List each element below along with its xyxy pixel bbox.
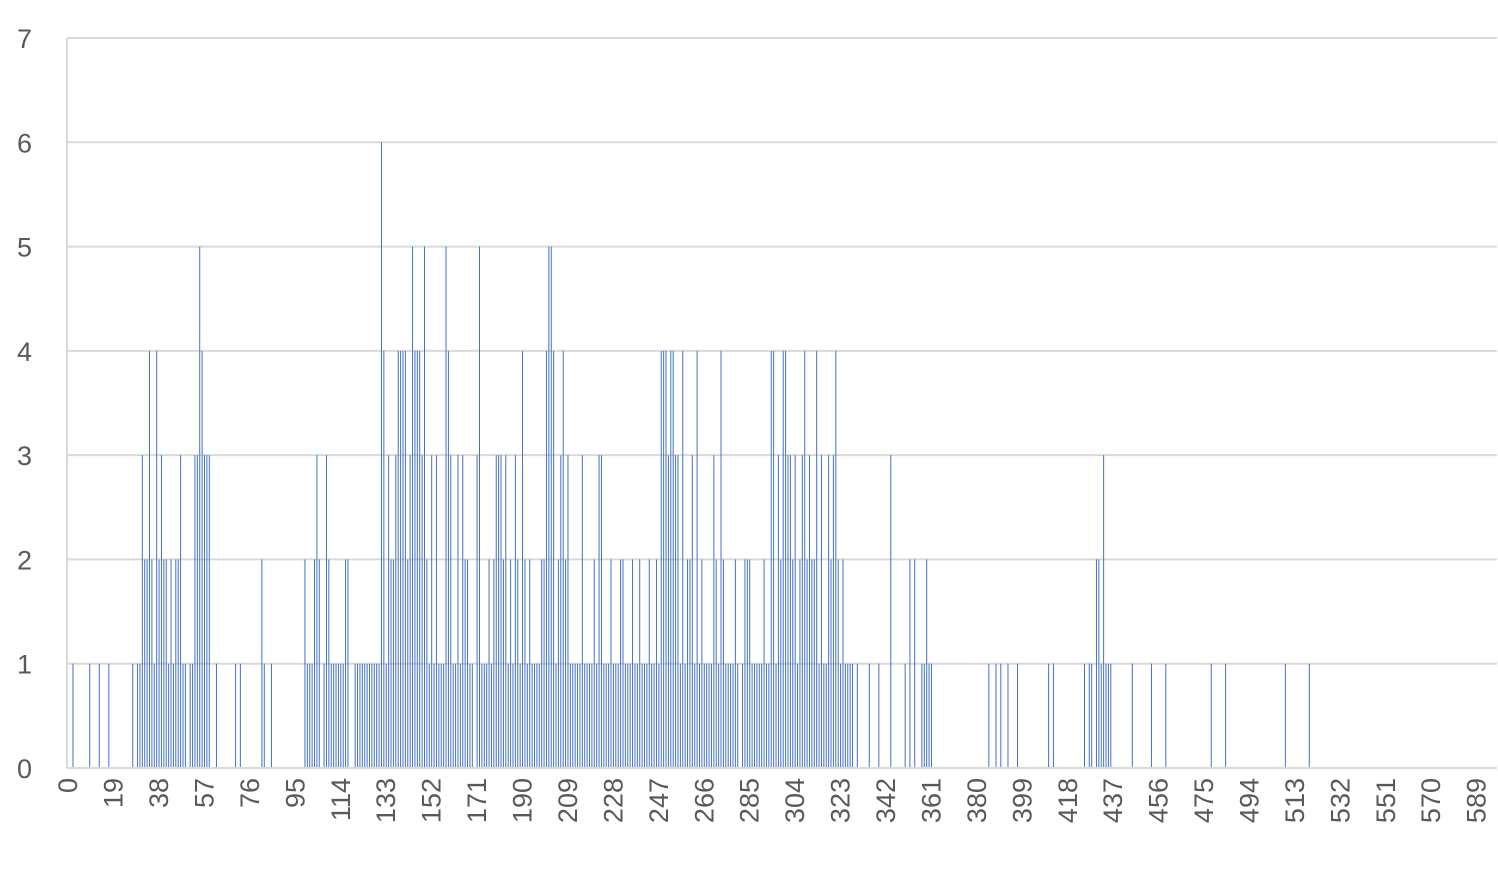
x-tick-label: 114 — [326, 778, 356, 821]
x-tick-label: 209 — [553, 778, 583, 823]
x-tick-label: 133 — [371, 778, 401, 823]
x-tick-label: 456 — [1144, 778, 1174, 823]
x-tick-label: 171 — [462, 778, 492, 823]
y-tick-label: 6 — [17, 128, 32, 158]
x-tick-label: 323 — [826, 778, 856, 823]
axes — [66, 38, 1497, 769]
x-tick-label: 76 — [235, 778, 265, 808]
x-tick-label: 152 — [417, 778, 447, 823]
x-tick-label: 266 — [689, 778, 719, 823]
gridlines — [67, 37, 1497, 665]
y-tick-label: 7 — [17, 24, 32, 54]
bar-series — [72, 142, 1310, 768]
x-tick-label: 437 — [1098, 778, 1128, 823]
x-tick-label: 38 — [144, 778, 174, 808]
x-tick-label: 589 — [1462, 778, 1492, 823]
x-tick-label: 0 — [53, 778, 83, 793]
x-tick-label: 361 — [916, 778, 946, 823]
x-tick-label: 57 — [190, 778, 220, 808]
x-tick-label: 513 — [1280, 778, 1310, 823]
y-tick-label: 0 — [17, 754, 32, 784]
y-tick-label: 4 — [17, 337, 32, 367]
x-tick-label: 342 — [871, 778, 901, 823]
y-tick-label: 2 — [17, 545, 32, 575]
y-axis-tick-labels: 0 1 2 3 4 5 6 7 — [17, 24, 32, 784]
x-tick-label: 190 — [508, 778, 538, 823]
x-tick-label: 304 — [780, 778, 810, 823]
x-tick-label: 95 — [280, 778, 310, 808]
x-tick-label: 285 — [735, 778, 765, 823]
x-tick-label: 19 — [99, 778, 129, 808]
x-axis-tick-labels: 0 19 38 57 76 95 114 133 152 171 190 209 228 247 266 28… — [53, 778, 1491, 823]
x-tick-label: 228 — [598, 778, 628, 823]
x-tick-label: 399 — [1007, 778, 1037, 823]
x-tick-label: 475 — [1189, 778, 1219, 823]
x-tick-label: 494 — [1235, 778, 1265, 823]
x-tick-label: 570 — [1416, 778, 1446, 823]
x-tick-label: 247 — [644, 778, 674, 823]
x-tick-label: 418 — [1053, 778, 1083, 823]
x-tick-label: 380 — [962, 778, 992, 823]
y-tick-label: 1 — [17, 650, 32, 680]
y-tick-label: 5 — [17, 233, 32, 263]
x-tick-label: 551 — [1371, 778, 1401, 823]
y-tick-label: 3 — [17, 441, 32, 471]
x-tick-label: 532 — [1325, 778, 1355, 823]
